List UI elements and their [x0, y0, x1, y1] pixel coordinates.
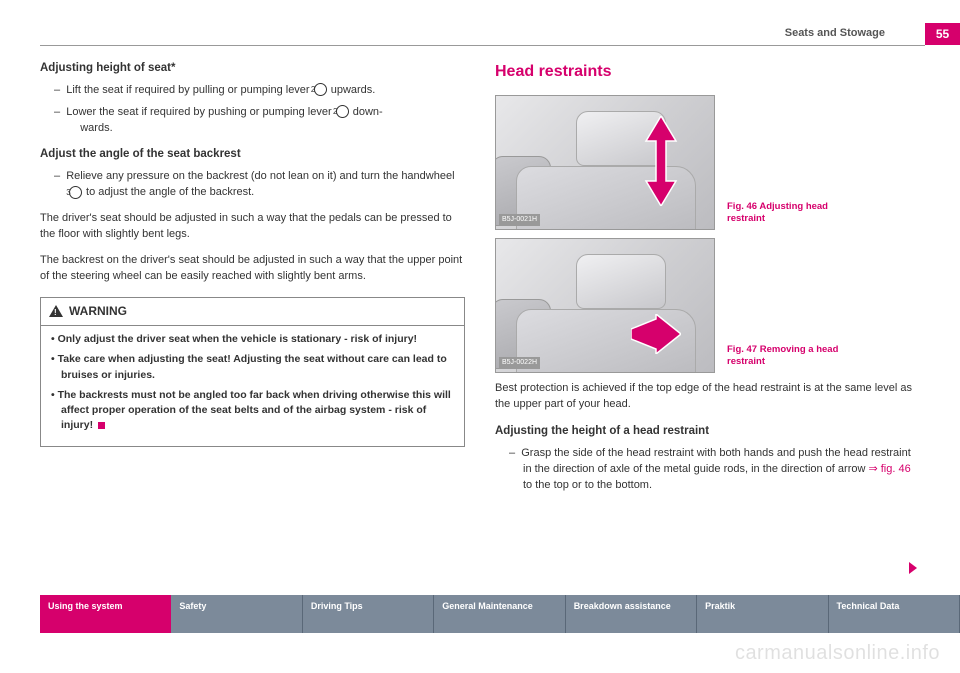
page-number: 55 [925, 23, 960, 45]
header-rule [40, 45, 925, 46]
footer-tabs: Using the system Safety Driving Tips Gen… [40, 595, 960, 633]
left-column: Adjusting height of seat* – Lift the sea… [40, 60, 465, 504]
list-adjust-headrest: – Grasp the side of the head restraint w… [495, 446, 920, 494]
footer-tab-safety[interactable]: Safety [171, 595, 302, 633]
list-item: – Grasp the side of the head restraint w… [509, 446, 920, 494]
list-item: – Lift the seat if required by pulling o… [54, 83, 465, 99]
footer-tab-technical[interactable]: Technical Data [829, 595, 960, 633]
lever-ref-icon: 2 [314, 83, 327, 96]
warning-bullet: • The backrests must not be angled too f… [51, 388, 454, 434]
warning-triangle-icon [49, 305, 63, 317]
paragraph: The driver's seat should be adjusted in … [40, 211, 465, 243]
right-column: Head restraints B5J-0021H Fig. 46 Adjust… [495, 60, 920, 504]
handwheel-ref-icon: 3 [69, 186, 82, 199]
figure-caption: Fig. 46 Adjusting head restraint [727, 201, 867, 231]
list-adjust-height: – Lift the seat if required by pulling o… [40, 83, 465, 137]
warning-bullet: • Take care when adjusting the seat! Adj… [51, 352, 454, 382]
adjust-arrow-icon [636, 116, 686, 206]
list-backrest: – Relieve any pressure on the backrest (… [40, 169, 465, 201]
watermark: carmanualsonline.info [735, 642, 940, 665]
figure-caption: Fig. 47 Removing a head restraint [727, 344, 867, 374]
continue-arrow-icon [909, 562, 917, 574]
footer-tab-using[interactable]: Using the system [40, 595, 171, 633]
figure-code: B5J-0021H [499, 214, 540, 226]
figure-image: B5J-0022H [495, 238, 715, 373]
heading-backrest: Adjust the angle of the seat backrest [40, 146, 465, 163]
heading-adjust-height: Adjusting height of seat* [40, 60, 465, 77]
figure-code: B5J-0022H [499, 357, 540, 369]
figure-47: B5J-0022H Fig. 47 Removing a head restra… [495, 238, 920, 373]
warning-bullet: • Only adjust the driver seat when the v… [51, 332, 454, 347]
footer-tab-praktik[interactable]: Praktik [697, 595, 828, 633]
end-square-icon [98, 422, 105, 429]
footer-tab-driving[interactable]: Driving Tips [303, 595, 434, 633]
heading-head-restraints: Head restraints [495, 60, 920, 83]
page-header: Seats and Stowage 55 [0, 23, 960, 45]
footer-tab-breakdown[interactable]: Breakdown assistance [566, 595, 697, 633]
warning-header: WARNING [41, 298, 464, 326]
section-title: Seats and Stowage [785, 27, 885, 39]
remove-arrow-icon [631, 314, 681, 354]
warning-box: WARNING • Only adjust the driver seat wh… [40, 297, 465, 448]
warning-title: WARNING [69, 303, 127, 320]
figure-image: B5J-0021H [495, 95, 715, 230]
heading-adjust-headrest: Adjusting the height of a head restraint [495, 423, 920, 440]
lever-ref-icon: 2 [336, 105, 349, 118]
list-item: – Relieve any pressure on the backrest (… [54, 169, 465, 201]
paragraph: Best protection is achieved if the top e… [495, 381, 920, 413]
footer-tab-maintenance[interactable]: General Maintenance [434, 595, 565, 633]
paragraph: The backrest on the driver's seat should… [40, 253, 465, 285]
figure-46: B5J-0021H Fig. 46 Adjusting head restrai… [495, 95, 920, 230]
warning-body: • Only adjust the driver seat when the v… [41, 326, 464, 446]
list-item: – Lower the seat if required by pushing … [54, 105, 465, 137]
